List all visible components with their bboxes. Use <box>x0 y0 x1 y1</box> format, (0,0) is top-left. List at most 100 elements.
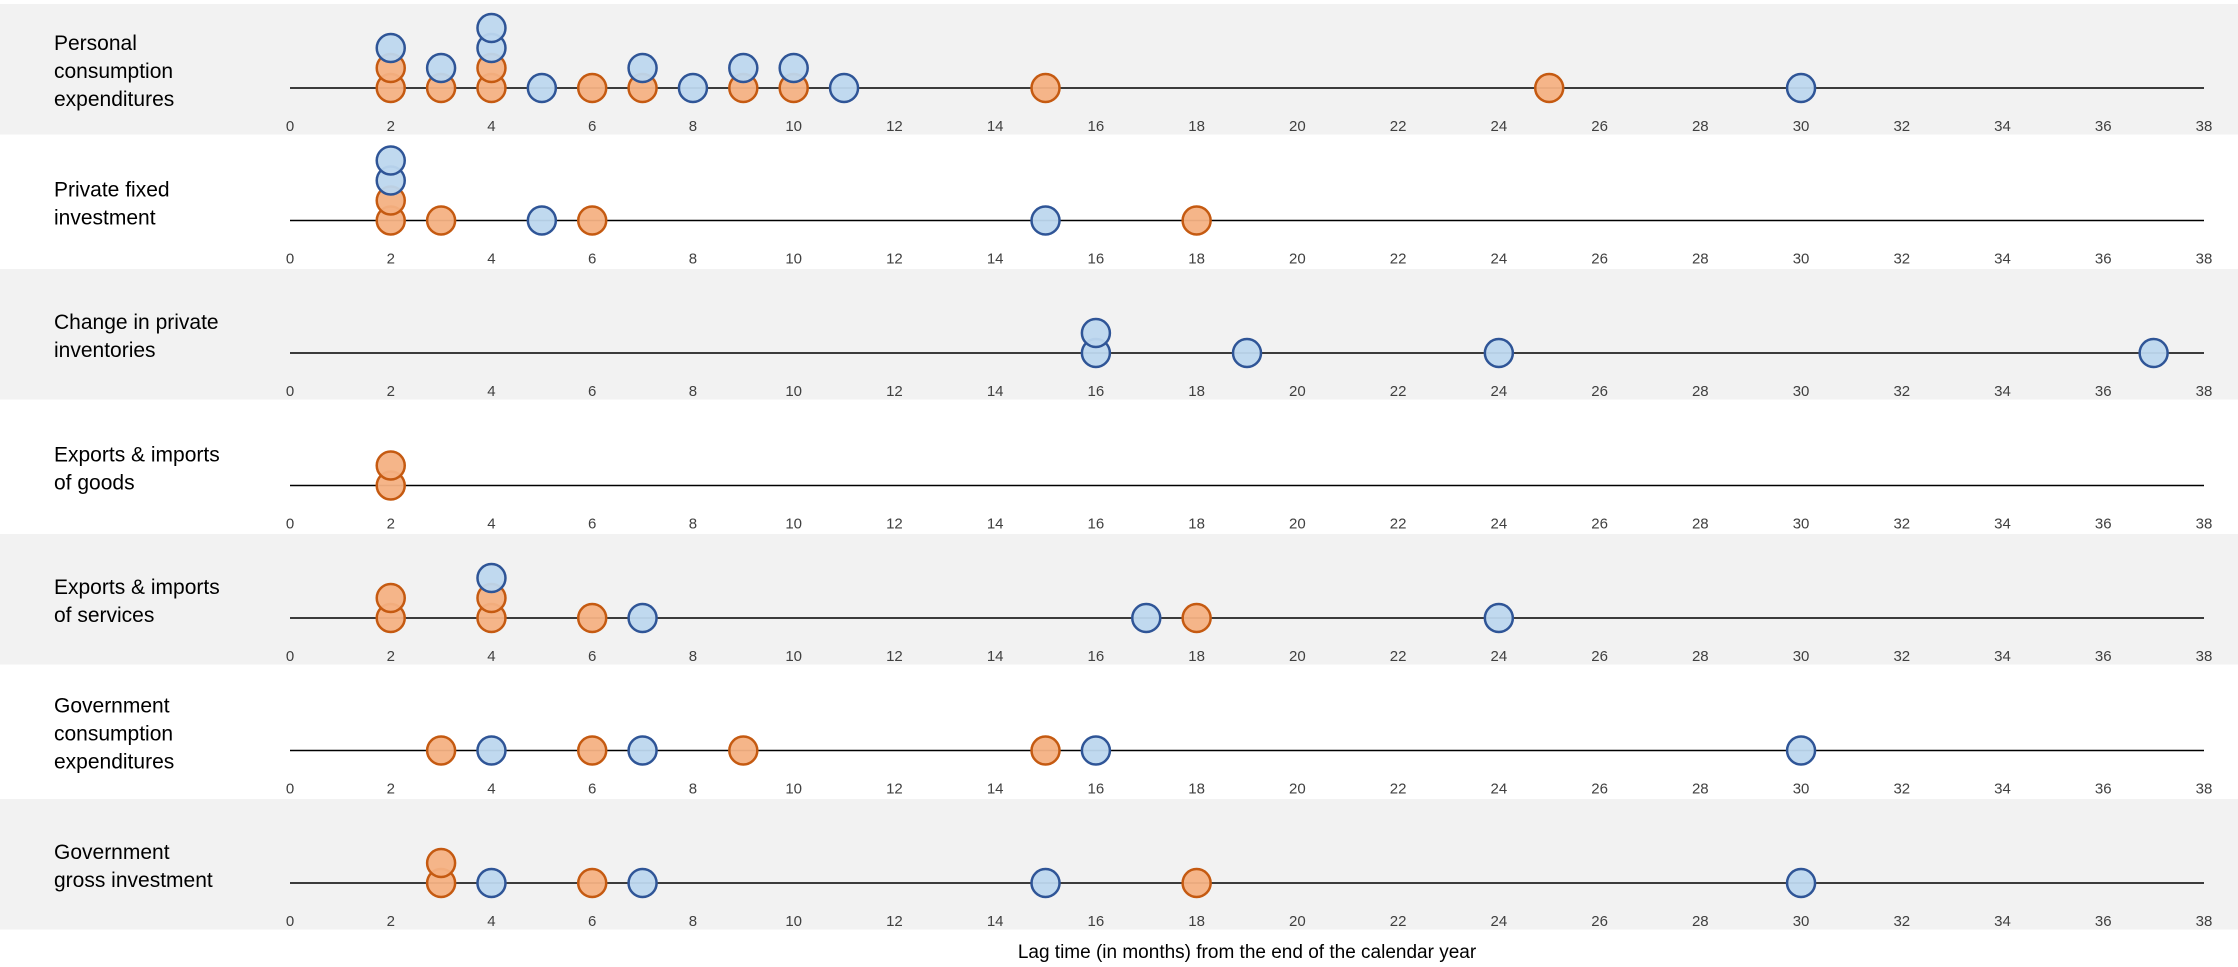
tick-label: 16 <box>1088 913 1105 930</box>
tick-label: 24 <box>1490 251 1507 268</box>
row-label: Government gross investment <box>54 841 213 892</box>
tick-label: 4 <box>487 913 495 930</box>
row-label-line: Personal <box>54 32 137 55</box>
blue-point <box>425 52 457 84</box>
tick-label: 0 <box>286 516 294 533</box>
tick-label: 20 <box>1289 118 1306 135</box>
blue-point <box>1483 337 1515 369</box>
tick-label: 26 <box>1591 648 1608 665</box>
tick-label: 34 <box>1994 648 2011 665</box>
tick-label: 6 <box>588 648 596 665</box>
tick-label: 0 <box>286 383 294 400</box>
tick-label: 26 <box>1591 383 1608 400</box>
tick-label: 4 <box>487 383 495 400</box>
orange-point <box>1181 867 1212 899</box>
tick-label: 14 <box>987 648 1004 665</box>
tick-label: 38 <box>2196 648 2213 665</box>
blue-point <box>627 735 658 766</box>
tick-label: 36 <box>2095 516 2112 533</box>
tick-label: 26 <box>1591 913 1608 930</box>
orange-point <box>576 735 608 766</box>
tick-label: 24 <box>1490 913 1507 930</box>
tick-label: 34 <box>1994 118 2011 135</box>
tick-label: 10 <box>785 781 802 798</box>
blue-point <box>1785 867 1817 899</box>
tick-label: 12 <box>886 118 903 135</box>
tick-label: 38 <box>2196 383 2213 400</box>
tick-label: 32 <box>1893 648 1910 665</box>
tick-label: 0 <box>286 913 294 930</box>
tick-label: 32 <box>1893 251 1910 268</box>
tick-label: 28 <box>1692 251 1709 268</box>
tick-label: 12 <box>886 913 903 930</box>
blue-point <box>2138 337 2169 369</box>
tick-label: 38 <box>2196 516 2213 533</box>
tick-label: 0 <box>286 648 294 665</box>
blue-point <box>375 145 406 176</box>
tick-label: 22 <box>1390 383 1407 400</box>
tick-label: 12 <box>886 781 903 798</box>
tick-label: 36 <box>2095 118 2112 135</box>
row-label: Personal consumption expenditures <box>54 32 174 111</box>
tick-label: 36 <box>2095 648 2112 665</box>
tick-label: 6 <box>588 383 596 400</box>
tick-label: 30 <box>1793 516 1810 533</box>
blue-point <box>526 205 558 236</box>
blue-point <box>1785 735 1817 766</box>
tick-label: 24 <box>1490 516 1507 533</box>
blue-point <box>627 52 658 84</box>
tick-label: 26 <box>1591 781 1608 798</box>
blue-point <box>1785 72 1817 104</box>
tick-label: 8 <box>689 383 697 400</box>
tick-label: 26 <box>1591 118 1608 135</box>
tick-label: 22 <box>1390 913 1407 930</box>
row-label-line: of goods <box>54 472 135 495</box>
orange-point <box>375 582 406 614</box>
tick-label: 26 <box>1591 251 1608 268</box>
tick-label: 36 <box>2095 251 2112 268</box>
blue-point <box>627 867 658 899</box>
blue-point <box>1030 205 1061 236</box>
tick-label: 34 <box>1994 251 2011 268</box>
blue-point <box>627 602 658 634</box>
blue-point <box>778 52 809 84</box>
tick-label: 12 <box>886 516 903 533</box>
tick-label: 26 <box>1591 516 1608 533</box>
blue-point <box>526 72 558 104</box>
tick-label: 14 <box>987 516 1004 533</box>
tick-label: 12 <box>886 251 903 268</box>
orange-point <box>425 205 457 236</box>
blue-point <box>828 72 860 104</box>
row-band <box>0 4 2238 135</box>
tick-label: 0 <box>286 781 294 798</box>
tick-label: 28 <box>1692 781 1709 798</box>
tick-label: 22 <box>1390 118 1407 135</box>
tick-label: 20 <box>1289 383 1306 400</box>
tick-label: 34 <box>1994 383 2011 400</box>
row-label: Change in private inventories <box>54 311 219 362</box>
blue-point <box>677 72 709 104</box>
blue-point <box>476 735 507 766</box>
tick-label: 28 <box>1692 118 1709 135</box>
row-label-line: inventories <box>54 339 156 362</box>
blue-point <box>1080 735 1112 766</box>
orange-point <box>1030 72 1061 104</box>
blue-point <box>1131 602 1162 634</box>
tick-label: 14 <box>987 118 1004 135</box>
tick-label: 28 <box>1692 383 1709 400</box>
tick-label: 10 <box>785 251 802 268</box>
tick-label: 14 <box>987 913 1004 930</box>
row-label-line: consumption <box>54 60 173 83</box>
tick-label: 30 <box>1793 781 1810 798</box>
row-label-line: investment <box>54 207 156 230</box>
tick-label: 36 <box>2095 781 2112 798</box>
tick-label: 24 <box>1490 781 1507 798</box>
tick-label: 32 <box>1893 516 1910 533</box>
tick-label: 14 <box>987 383 1004 400</box>
tick-label: 2 <box>387 118 395 135</box>
tick-label: 16 <box>1088 648 1105 665</box>
tick-label: 6 <box>588 516 596 533</box>
